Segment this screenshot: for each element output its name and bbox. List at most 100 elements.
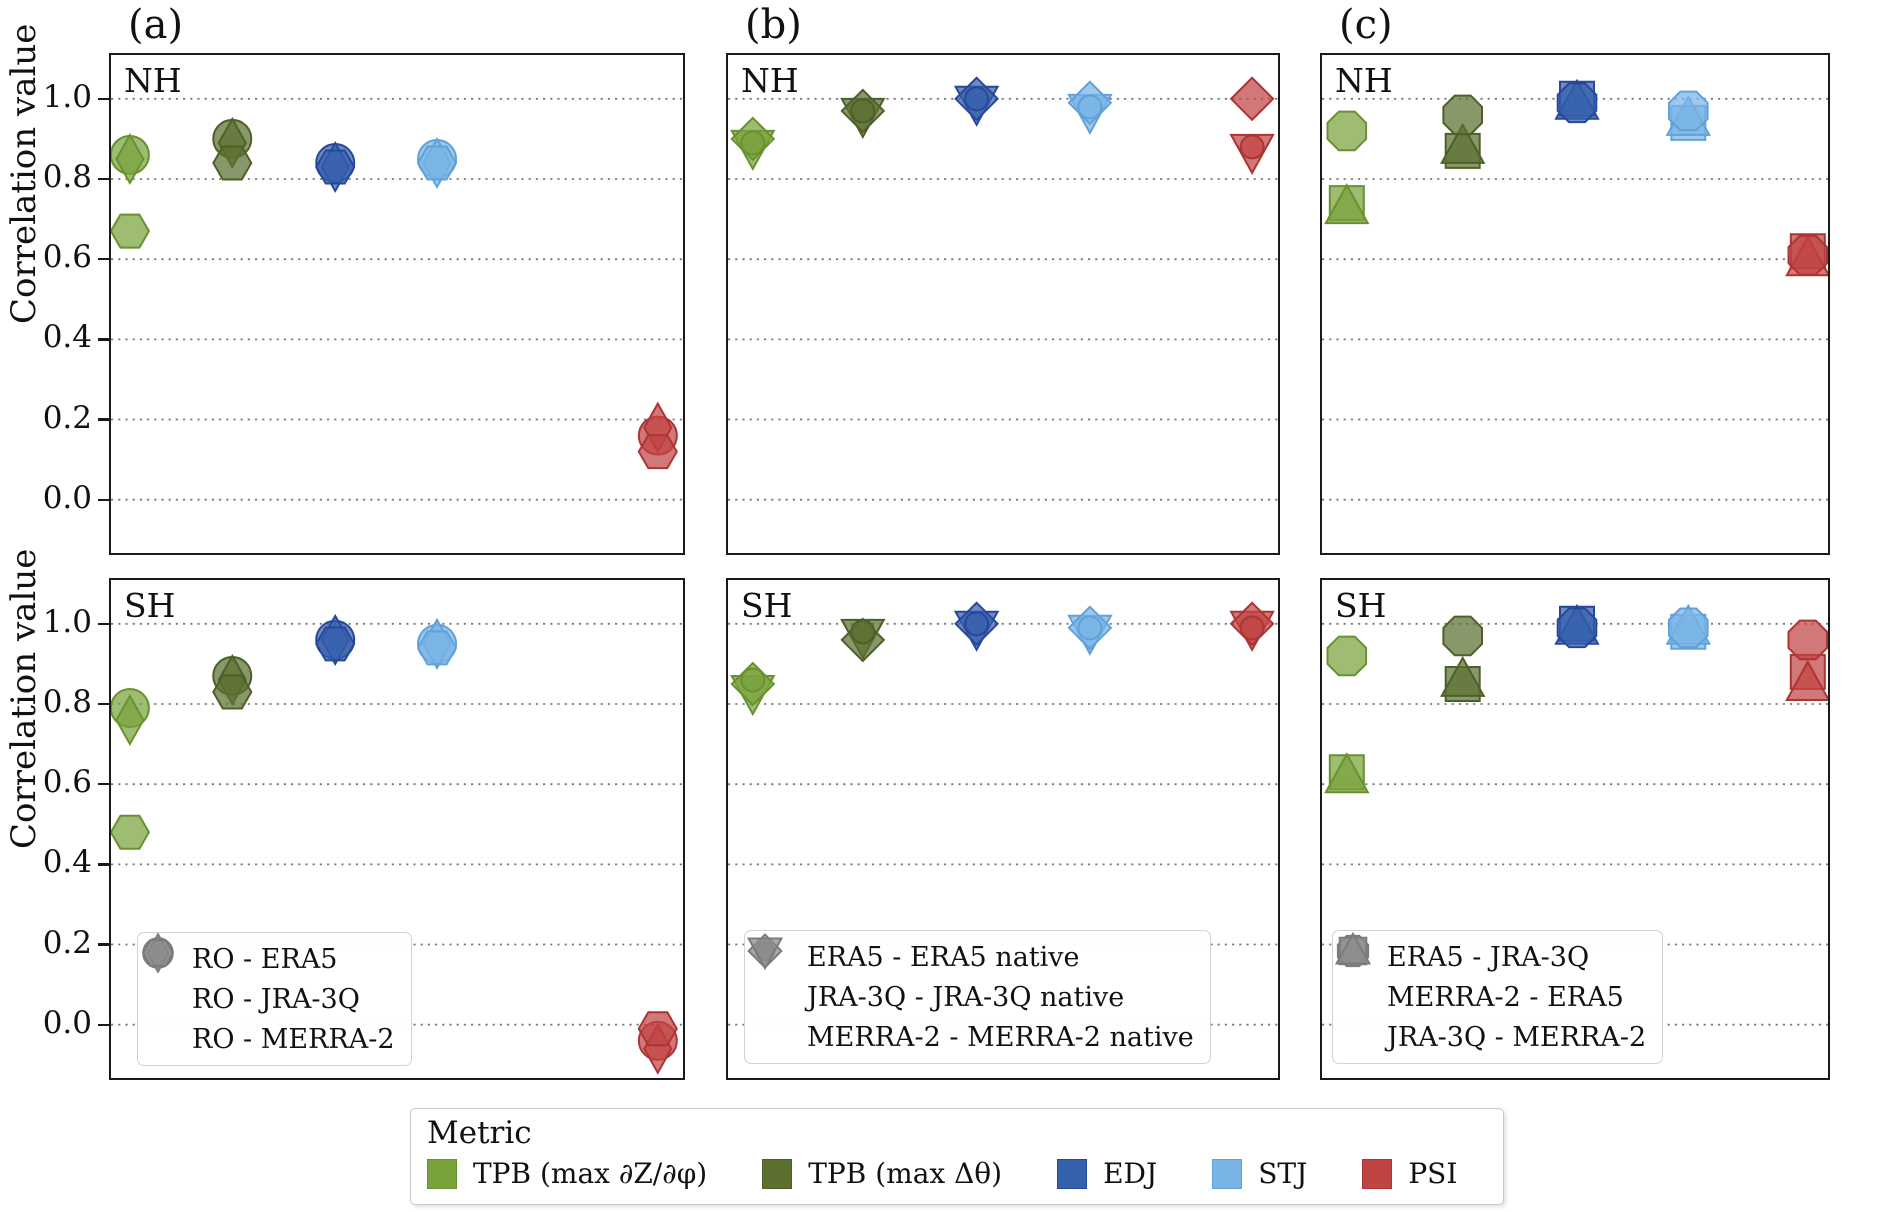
panel-title-c: (c) [1339, 2, 1393, 48]
legend-label: RO - JRA-3Q [192, 983, 360, 1015]
hemisphere-label: SH [741, 586, 793, 625]
legend-label: MERRA-2 - ERA5 [1387, 981, 1624, 1013]
plot-area-b-NH [728, 76, 1278, 501]
marker-TPB_dZdphi-hexagon [111, 213, 151, 249]
legend-row: JRA-3Q - JRA-3Q native [747, 933, 1194, 1017]
marker-PSI-triangle_up [1785, 659, 1828, 701]
y-tick-label: 0.8 [42, 684, 92, 720]
legend-row: JRA-3Q - MERRA-2 [1334, 931, 1647, 1057]
y-tick-mark [98, 338, 111, 341]
marker-TPB_dZdphi-octagon [1326, 635, 1368, 677]
metric-entry-EDJ: EDJ [1057, 1157, 1157, 1190]
metric-legend-title: Metric [427, 1115, 532, 1151]
metric-entry-PSI: PSI [1362, 1157, 1457, 1190]
marker-TPB_dZdphi-octagon [1326, 110, 1368, 152]
metric-color-patch-TPB_dZdphi [427, 1158, 457, 1189]
y-tick-mark [98, 97, 111, 100]
marker-EDJ-octagon [1556, 82, 1598, 124]
metric-label: STJ [1258, 1157, 1308, 1190]
legend-row: RO - MERRA-2 [142, 939, 395, 1059]
hemisphere-label: NH [1335, 61, 1393, 100]
marker-TPB_dZdphi-triangle_up [1324, 752, 1370, 794]
marker-EDJ-hexagon [315, 149, 356, 185]
marker-EDJ-hexagon [315, 626, 356, 662]
plot-panel-b-NH: NH [726, 53, 1280, 555]
legend-row: RO - ERA5 [142, 937, 395, 979]
marker-PSI-dot [1239, 615, 1265, 641]
legend-marker-hexagon [142, 939, 174, 967]
plot-area-a-NH [111, 97, 683, 501]
plot-panel-a-NH: NH [109, 53, 685, 555]
plot-panel-b-SH: SH ERA5 - ERA5 native JRA-3Q - JRA-3Q nati… [726, 578, 1280, 1080]
legend-label: RO - MERRA-2 [192, 1023, 395, 1055]
marker-TPB_dtheta-octagon [1442, 615, 1483, 657]
legend-label: JRA-3Q - MERRA-2 [1387, 1021, 1647, 1053]
y-tick-mark [98, 622, 111, 625]
marker-STJ-dot [1077, 94, 1103, 120]
legend-row: ERA5 - ERA5 native [755, 937, 1194, 977]
legend-label: JRA-3Q - JRA-3Q native [807, 981, 1125, 1013]
marker-TPB_dtheta-octagon [1442, 94, 1483, 136]
metric-color-patch-STJ [1212, 1158, 1243, 1189]
marker-STJ-octagon [1668, 90, 1709, 132]
panel-title-b: (b) [745, 2, 802, 48]
hemisphere-label: NH [741, 61, 799, 100]
marker-TPB_dtheta-hexagon [212, 674, 253, 710]
metric-label: TPB (max Δθ) [808, 1157, 1003, 1190]
legend-label: MERRA-2 - MERRA-2 native [807, 1021, 1194, 1053]
y-tick-mark [98, 177, 111, 181]
y-tick-mark [98, 257, 111, 261]
metric-legend-entries: TPB (max ∂Z/∂φ) TPB (max Δθ) EDJ STJ PSI [411, 1151, 1503, 1190]
metric-entry-TPB_dZdphi: TPB (max ∂Z/∂φ) [427, 1157, 707, 1190]
marker-PSI-octagon [1787, 234, 1828, 276]
marker-TPB_dZdphi-diamond_thin [115, 132, 145, 186]
y-tick-mark [98, 782, 111, 786]
metric-label: PSI [1408, 1157, 1458, 1190]
y-axis-label-top: Correlation value [4, 23, 44, 324]
marker-TPB_dtheta-triangle_up [1440, 122, 1486, 164]
y-tick-mark [98, 863, 111, 866]
marker-PSI-hexagon [637, 1011, 678, 1047]
plot-panel-c-NH: NH [1320, 53, 1830, 555]
y-tick-label: 1.0 [42, 603, 92, 640]
plot-area-c-NH [1322, 78, 1828, 501]
legend-row: RO - JRA-3Q [146, 933, 395, 1019]
y-tick-label: 0.2 [42, 399, 92, 436]
y-tick-label: 0.8 [42, 159, 92, 195]
legend-label: ERA5 - ERA5 native [807, 941, 1080, 973]
plot-panel-a-SH: SH RO - ERA5 RO - JRA-3Q RO - MERRA-2 [109, 578, 685, 1080]
metric-label: TPB (max ∂Z/∂φ) [473, 1157, 708, 1190]
y-tick-label: 0.6 [42, 764, 92, 801]
legend-row: MERRA-2 - ERA5 [1338, 936, 1646, 1017]
marker-PSI-hexagon [637, 434, 678, 470]
y-axis-label-bottom: Correlation value [4, 548, 44, 849]
marker-EDJ-dot [964, 86, 990, 112]
y-tick-label: 0.2 [42, 924, 92, 961]
metric-legend: Metric TPB (max ∂Z/∂φ) TPB (max Δθ) EDJ STJ… [410, 1108, 1504, 1205]
legend-row: MERRA-2 - MERRA-2 native [746, 937, 1194, 1057]
metric-color-patch-EDJ [1057, 1158, 1088, 1189]
legend-label: ERA5 - JRA-3Q [1387, 941, 1590, 973]
y-tick-label: 0.6 [42, 239, 92, 276]
marker-TPB_dtheta-dot [850, 98, 876, 124]
marker-STJ-octagon [1668, 607, 1709, 649]
legend-row: ERA5 - JRA-3Q [1336, 934, 1646, 977]
y-tick-label: 0.0 [42, 1004, 92, 1041]
marker-TPB_dtheta-dot [850, 619, 876, 645]
y-tick-mark [98, 498, 111, 501]
plot-area-a-SH [111, 613, 683, 1075]
marker-EDJ-dot [964, 611, 990, 637]
marker-STJ-hexagon [416, 145, 458, 181]
hemisphere-label: NH [124, 61, 182, 100]
panel-title-a: (a) [128, 2, 184, 48]
comparison-legend-a: RO - ERA5 RO - JRA-3Q RO - MERRA-2 [137, 932, 412, 1066]
y-tick-label: 0.4 [42, 319, 92, 356]
marker-EDJ-octagon [1556, 607, 1598, 649]
marker-STJ-dot [1077, 615, 1103, 641]
comparison-legend-b: ERA5 - ERA5 native JRA-3Q - JRA-3Q native… [744, 930, 1211, 1064]
plot-panel-c-SH: SH ERA5 - JRA-3Q MERRA-2 - ERA5 JRA-3Q - ME… [1320, 578, 1830, 1080]
comparison-legend-c: ERA5 - JRA-3Q MERRA-2 - ERA5 JRA-3Q - MERR… [1332, 930, 1664, 1064]
y-tick-label: 0.0 [42, 479, 92, 516]
legend-marker-triangle_up [1334, 931, 1372, 965]
